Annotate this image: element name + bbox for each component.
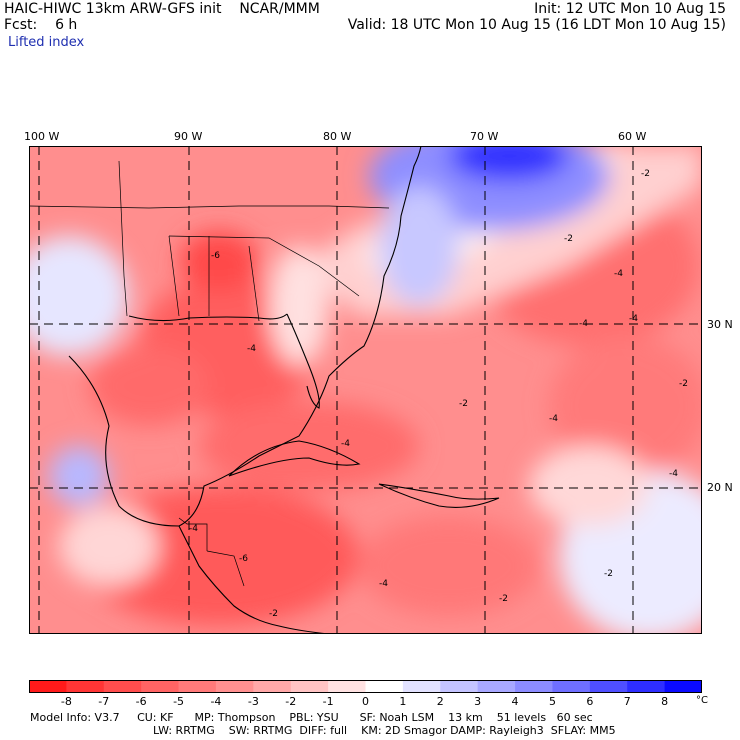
colorbar-tick-label: 4 (511, 695, 519, 708)
lon-label-100w: 100 W (24, 130, 60, 143)
contour-labels: -6 -4 -4 -2 -2 -4 -4 -4 -2 -4 -4 -2 -4 -6 -4 -2 -2 -2 (189, 169, 688, 619)
contour-label: -2 (564, 234, 573, 244)
model-name: HAIC-HIWC 13km ARW-GFS init (4, 1, 222, 17)
lon-label-90w: 90 W (174, 130, 203, 143)
borders (29, 160, 390, 587)
colorbar-swatch (627, 680, 666, 693)
info-levels: 51 levels (496, 711, 547, 724)
lon-label-60w: 60 W (618, 130, 647, 143)
info-sw: SW: RRTMG (228, 724, 293, 737)
colorbar-tick-label: -4 (210, 695, 222, 708)
model-info-line1: Model Info: V3.7 CU: KF MP: Thompson PBL… (30, 712, 593, 724)
colorbar-tick-label: 7 (623, 695, 631, 708)
info-cu: CU: KF (137, 711, 174, 724)
model-title: HAIC-HIWC 13km ARW-GFS init NCAR/MMM (4, 2, 320, 17)
contour-label: -4 (579, 319, 588, 329)
info-km: KM: 2D Smagor (361, 724, 447, 737)
colorbar-swatch (402, 680, 441, 693)
contour-label: -2 (499, 594, 508, 604)
contour-label: -4 (549, 414, 558, 424)
colorbar (29, 680, 702, 693)
colorbar-swatch (664, 680, 702, 693)
colorbar-swatch (141, 680, 180, 693)
info-sf: SF: Noah LSM (359, 711, 435, 724)
colorbar-tick-label: 2 (436, 695, 444, 708)
lon-label-70w: 70 W (470, 130, 499, 143)
colorbar-tick-label: 3 (474, 695, 482, 708)
colorbar-swatch (552, 680, 591, 693)
map-frame (29, 146, 702, 634)
colorbar-tick-label: -5 (173, 695, 185, 708)
contour-label: -2 (604, 569, 613, 579)
graticule (29, 146, 702, 634)
colorbar-tick-label: -6 (135, 695, 147, 708)
lon-label-80w: 80 W (323, 130, 352, 143)
colorbar-swatch (589, 680, 628, 693)
org-name: NCAR/MMM (239, 1, 320, 17)
coastlines (68, 146, 500, 634)
colorbar-swatch (477, 680, 516, 693)
contour-label: -4 (669, 469, 678, 479)
info-res: 13 km (448, 711, 483, 724)
valid-time: Valid: 18 UTC Mon 10 Aug 15 (16 LDT Mon … (347, 17, 726, 33)
info-model: Model Info: V3.7 (30, 711, 120, 724)
contour-label: -2 (459, 399, 468, 409)
info-damp: DAMP: Rayleigh3 (450, 724, 544, 737)
contour-label: -4 (629, 314, 638, 324)
contour-label: -4 (189, 524, 198, 534)
contour-label: -2 (679, 379, 688, 389)
fcst-value: 6 h (55, 17, 78, 33)
colorbar-tick-label: 8 (661, 695, 669, 708)
field-name: Lifted index (8, 35, 85, 50)
colorbar-tick-label: -1 (322, 695, 334, 708)
info-sflay: SFLAY: MM5 (550, 724, 616, 737)
init-time: Init: 12 UTC Mon 10 Aug 15 (534, 1, 726, 17)
colorbar-swatch (29, 680, 67, 693)
colorbar-swatch (178, 680, 217, 693)
info-timestep: 60 sec (556, 711, 593, 724)
colorbar-swatch (290, 680, 329, 693)
colorbar-tick-label: -2 (285, 695, 297, 708)
info-lw: LW: RRTMG (153, 724, 215, 737)
colorbar-tick-label: 5 (548, 695, 556, 708)
info-pbl: PBL: YSU (289, 711, 339, 724)
colorbar-swatch (440, 680, 479, 693)
forecast-hour: Fcst: 6 h (4, 18, 77, 33)
colorbar-swatch (328, 680, 366, 693)
lat-label-30n: 30 N (707, 318, 733, 331)
colorbar-tick-label: 1 (399, 695, 407, 708)
contour-label: -6 (211, 251, 220, 261)
info-diff: DIFF: full (299, 724, 348, 737)
colorbar-tick-label: -7 (98, 695, 110, 708)
colorbar-tick-label: 0 (362, 695, 369, 708)
colorbar-swatch (253, 680, 292, 693)
contour-label: -4 (614, 269, 623, 279)
colorbar-swatch (365, 680, 404, 693)
colorbar-tick-label: 6 (586, 695, 594, 708)
fcst-label: Fcst: (4, 17, 38, 33)
lifted-index-map: -6 -4 -4 -2 -2 -4 -4 -4 -2 -4 -4 -2 -4 -6 -4 -2 -2 -2 (29, 146, 702, 634)
contour-label: -2 (269, 609, 278, 619)
colorbar-unit: °C (696, 695, 708, 706)
lat-label-20n: 20 N (707, 481, 733, 494)
model-info-line2: LW: RRTMG SW: RRTMG DIFF: full KM: 2D Sm… (153, 725, 616, 737)
colorbar-tick-label: -8 (60, 695, 72, 708)
contour-label: -4 (247, 344, 256, 354)
contour-label: -6 (239, 554, 248, 564)
colorbar-swatch (215, 680, 254, 693)
contour-label: -4 (341, 439, 350, 449)
colorbar-swatch (103, 680, 142, 693)
colorbar-swatch (515, 680, 553, 693)
lifted-index-field (29, 146, 702, 634)
colorbar-tick-label: -3 (247, 695, 259, 708)
contour-label: -4 (379, 579, 388, 589)
contour-label: -2 (641, 169, 650, 179)
info-mp: MP: Thompson (194, 711, 276, 724)
colorbar-swatch (66, 680, 105, 693)
